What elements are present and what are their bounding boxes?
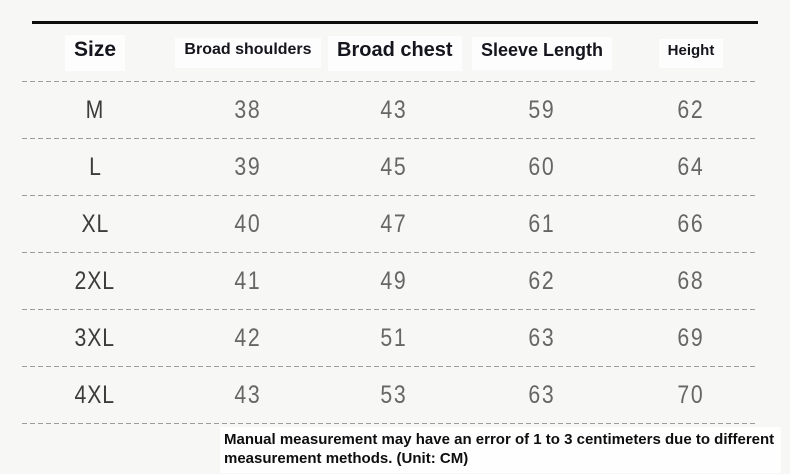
height-cell: 68	[677, 267, 705, 295]
sleeve-cell: 59	[528, 96, 556, 124]
size-cell: 2XL	[74, 267, 116, 295]
chest-cell: 49	[380, 267, 408, 295]
height-cell: 66	[677, 210, 705, 238]
height-cell: 70	[677, 381, 705, 409]
table-row: M 38 43 59 62	[22, 82, 758, 139]
shoulders-cell: 39	[234, 153, 262, 181]
size-cell: 3XL	[74, 324, 116, 352]
sleeve-cell: 61	[528, 210, 556, 238]
size-cell: XL	[81, 210, 109, 238]
table-header-row: Size Broad shoulders Broad chest Sleeve …	[22, 24, 758, 82]
height-cell: 69	[677, 324, 705, 352]
top-rule	[32, 21, 758, 24]
measurement-note: Manual measurement may have an error of …	[220, 427, 782, 473]
shoulders-cell: 42	[234, 324, 262, 352]
chest-cell: 53	[380, 381, 408, 409]
header-label-size: Size	[64, 35, 126, 71]
chest-cell: 51	[380, 324, 408, 352]
shoulders-cell: 41	[234, 267, 262, 295]
shoulders-cell: 38	[234, 96, 262, 124]
chest-cell: 43	[380, 96, 408, 124]
table-row: 3XL 42 51 63 69	[22, 310, 758, 367]
shoulders-cell: 40	[234, 210, 262, 238]
sleeve-cell: 60	[528, 153, 556, 181]
table-row: XL 40 47 61 66	[22, 196, 758, 253]
header-label-height: Height	[658, 38, 724, 68]
header-cell-sleeve: Sleeve Length	[460, 36, 624, 70]
chest-cell: 47	[380, 210, 408, 238]
header-label-chest: Broad chest	[328, 35, 462, 71]
shoulders-cell: 43	[234, 381, 262, 409]
header-label-sleeve: Sleeve Length	[471, 36, 613, 70]
size-cell: L	[88, 153, 102, 181]
sleeve-cell: 63	[528, 381, 556, 409]
table-row: 2XL 41 49 62 68	[22, 253, 758, 310]
measurement-note-line2: measurement methods. (Unit: CM)	[224, 450, 469, 467]
size-table: Size Broad shoulders Broad chest Sleeve …	[22, 24, 758, 424]
size-cell: 4XL	[74, 381, 116, 409]
table-row: L 39 45 60 64	[22, 139, 758, 196]
header-cell-chest: Broad chest	[328, 35, 462, 71]
header-cell-size: Size	[22, 35, 168, 71]
size-cell: M	[85, 96, 105, 124]
sleeve-cell: 63	[528, 324, 556, 352]
header-cell-height: Height	[624, 38, 758, 68]
chest-cell: 45	[380, 153, 408, 181]
header-label-shoulders: Broad shoulders	[175, 38, 321, 68]
table-row: 4XL 43 53 63 70	[22, 367, 758, 424]
height-cell: 64	[677, 153, 705, 181]
measurement-note-line1: Manual measurement may have an error of …	[224, 431, 775, 448]
header-cell-shoulders: Broad shoulders	[168, 38, 328, 68]
sleeve-cell: 62	[528, 267, 556, 295]
height-cell: 62	[677, 96, 705, 124]
